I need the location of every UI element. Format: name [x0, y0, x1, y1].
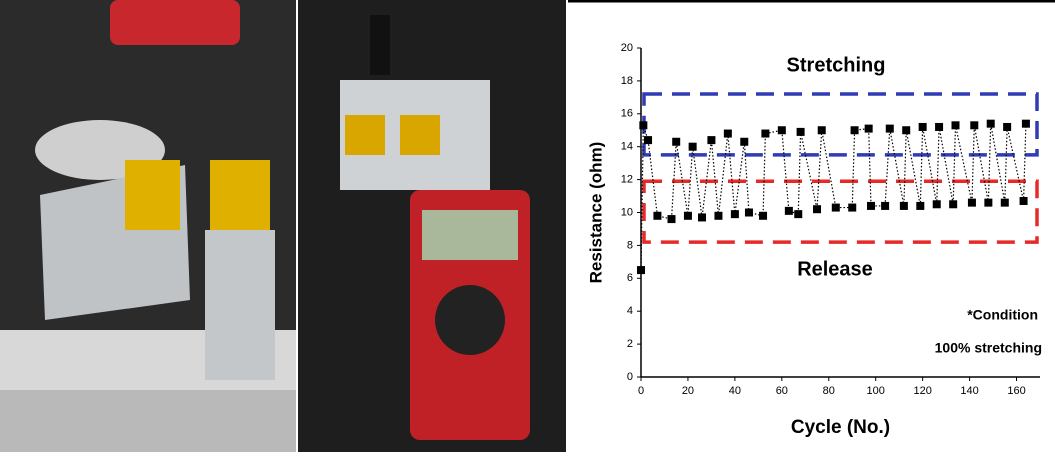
- data-point: [951, 121, 960, 130]
- y-tick-label: 10: [621, 206, 633, 218]
- data-point: [1019, 196, 1028, 205]
- data-point: [714, 211, 723, 220]
- data-point: [949, 200, 958, 209]
- annotation: Stretching: [787, 54, 886, 76]
- data-point: [918, 122, 927, 131]
- data-point: [899, 201, 908, 210]
- data-point: [831, 203, 840, 212]
- data-point: [867, 201, 876, 210]
- data-point: [850, 126, 859, 135]
- x-tick-label: 100: [867, 385, 885, 397]
- data-point: [777, 126, 786, 135]
- data-point: [848, 203, 857, 212]
- data-point: [698, 213, 707, 222]
- x-tick-label: 120: [913, 385, 931, 397]
- annotation: 100% stretching: [935, 340, 1042, 356]
- data-point: [707, 136, 716, 145]
- data-point: [813, 205, 822, 214]
- y-tick-label: 12: [621, 174, 633, 186]
- data-point: [881, 201, 890, 210]
- data-point: [683, 211, 692, 220]
- photo-left: [0, 0, 296, 452]
- data-point: [970, 121, 979, 130]
- y-tick-label: 8: [627, 239, 633, 251]
- x-tick-label: 160: [1007, 385, 1025, 397]
- x-tick-label: 20: [682, 385, 694, 397]
- data-point: [794, 210, 803, 219]
- data-point: [672, 137, 681, 146]
- photo-middle: [298, 0, 566, 452]
- y-axis-title: Resistance (ohm): [586, 142, 605, 284]
- data-point: [1000, 198, 1009, 207]
- y-tick-label: 2: [627, 338, 633, 350]
- data-point: [688, 142, 697, 151]
- data-point: [653, 211, 662, 220]
- range-box: [642, 179, 1039, 244]
- y-tick-label: 0: [627, 371, 633, 383]
- data-point: [1021, 119, 1030, 128]
- data-point: [885, 124, 894, 133]
- data-point: [902, 126, 911, 135]
- data-line: [640, 123, 1027, 271]
- chart: 0 2 4 6 8 10 12 14 16 18 20 0 20 40 60 80 100 120 140 160 Cy…: [586, 42, 1042, 438]
- x-tick-label: 0: [638, 385, 644, 397]
- y-tick-label: 4: [627, 305, 633, 317]
- data-point: [740, 137, 749, 146]
- y-tick-label: 16: [621, 108, 633, 120]
- data-point: [796, 127, 805, 136]
- data-point: [932, 200, 941, 209]
- y-tick-label: 20: [621, 42, 633, 54]
- data-point: [1003, 122, 1012, 131]
- data-point: [986, 119, 995, 128]
- x-axis-title: Cycle (No.): [791, 417, 890, 438]
- annotation: Release: [797, 258, 873, 280]
- data-point: [784, 206, 793, 215]
- data-point: [639, 121, 648, 130]
- data-point: [744, 208, 753, 217]
- data-point: [967, 198, 976, 207]
- x-tick-label: 140: [960, 385, 978, 397]
- data-point: [761, 129, 770, 138]
- data-point: [935, 122, 944, 131]
- data-point: [730, 210, 739, 219]
- y-tick-label: 6: [627, 272, 633, 284]
- annotation: *Condition: [967, 307, 1038, 323]
- x-tick-label: 80: [823, 385, 835, 397]
- data-point: [984, 198, 993, 207]
- data-point: [817, 126, 826, 135]
- data-point: [667, 215, 676, 224]
- data-point: [644, 136, 653, 145]
- data-point: [637, 266, 645, 275]
- data-point: [759, 211, 768, 220]
- data-point: [916, 201, 925, 210]
- y-tick-label: 14: [621, 141, 633, 153]
- data-point: [864, 124, 873, 133]
- x-tick-label: 60: [776, 385, 788, 397]
- y-tick-label: 18: [621, 75, 633, 87]
- x-tick-label: 40: [729, 385, 741, 397]
- data-point: [723, 129, 732, 138]
